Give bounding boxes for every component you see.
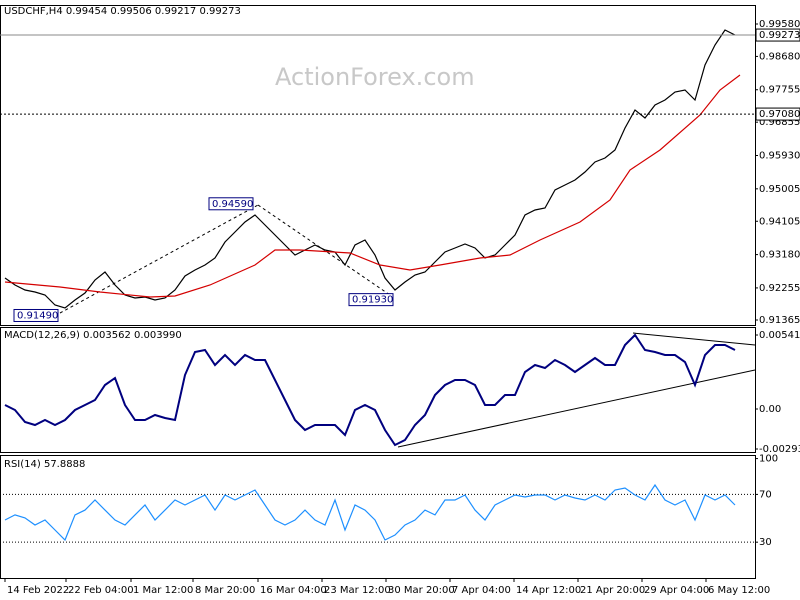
y-tick-label: 0.005419 xyxy=(759,330,800,341)
x-tick-label: 14 Apr 12:00 xyxy=(516,585,581,596)
annotation-box xyxy=(208,197,254,211)
annotation: 0.91930 xyxy=(348,293,394,307)
series-line xyxy=(4,74,741,298)
x-tick-label: 22 Feb 04:00 xyxy=(68,585,134,596)
y-tick-label: 0.97755 xyxy=(759,85,800,96)
y-tick-label: 0.00 xyxy=(759,404,781,415)
x-tick-label: 16 Mar 04:00 xyxy=(260,585,327,596)
series-line xyxy=(4,29,736,309)
watermark: ActionForex.com xyxy=(275,63,475,91)
y-tick-label: 0.95930 xyxy=(759,151,800,162)
macd-title: MACD(12,26,9) 0.003562 0.003990 xyxy=(4,330,182,341)
price-box xyxy=(755,28,800,42)
y-tick-label: 30 xyxy=(759,537,772,548)
x-tick-label: 6 May 12:00 xyxy=(708,585,770,596)
x-tick-label: 8 Mar 20:00 xyxy=(195,585,255,596)
price-panel xyxy=(0,5,756,326)
rsi-panel xyxy=(0,455,756,579)
y-tick-label: 0.95005 xyxy=(759,184,800,195)
price-label: 0.97080 xyxy=(759,109,800,120)
macd-panel xyxy=(0,327,756,453)
y-tick-label: 0.98680 xyxy=(759,51,800,62)
annotation-label: 0.91930 xyxy=(352,295,393,306)
x-tick-label: 7 Apr 04:00 xyxy=(452,585,511,596)
x-tick-label: 1 Mar 12:00 xyxy=(133,585,193,596)
y-tick-label: 0.96855 xyxy=(759,117,800,128)
y-tick-label: 70 xyxy=(759,489,772,500)
y-tick-label: 0.94105 xyxy=(759,216,800,227)
y-tick-label: 0.92255 xyxy=(759,283,800,294)
annotation-box xyxy=(348,293,394,307)
annotation: 0.94590 xyxy=(208,197,254,211)
rsi-title: RSI(14) 57.8888 xyxy=(4,459,85,470)
y-tick-label: 100 xyxy=(759,454,778,465)
y-tick-label: 0.91365 xyxy=(759,315,800,326)
y-tick-label: 0.99580 xyxy=(759,19,800,30)
wave-line xyxy=(59,204,259,314)
y-tick-label: -0.00293 xyxy=(759,444,800,455)
y-tick-label: 0.93180 xyxy=(759,250,800,261)
x-tick-label: 29 Apr 04:00 xyxy=(644,585,709,596)
annotation-box xyxy=(13,308,59,322)
series-line xyxy=(4,333,736,447)
annotation-label: 0.91490 xyxy=(17,310,58,321)
x-tick-label: 23 Mar 12:00 xyxy=(324,585,391,596)
annotation: 0.91490 xyxy=(13,308,59,322)
x-tick-label: 14 Feb 2022 xyxy=(7,585,69,596)
price-label: 0.99273 xyxy=(759,30,800,41)
macd-trendline xyxy=(632,332,756,346)
price-box xyxy=(755,107,800,121)
annotation-label: 0.94590 xyxy=(212,199,253,210)
x-tick-label: 21 Apr 20:00 xyxy=(580,585,645,596)
series-line xyxy=(4,483,736,542)
x-tick-label: 30 Mar 20:00 xyxy=(388,585,455,596)
price-title: USDCHF,H4 0.99454 0.99506 0.99217 0.9927… xyxy=(4,6,241,17)
